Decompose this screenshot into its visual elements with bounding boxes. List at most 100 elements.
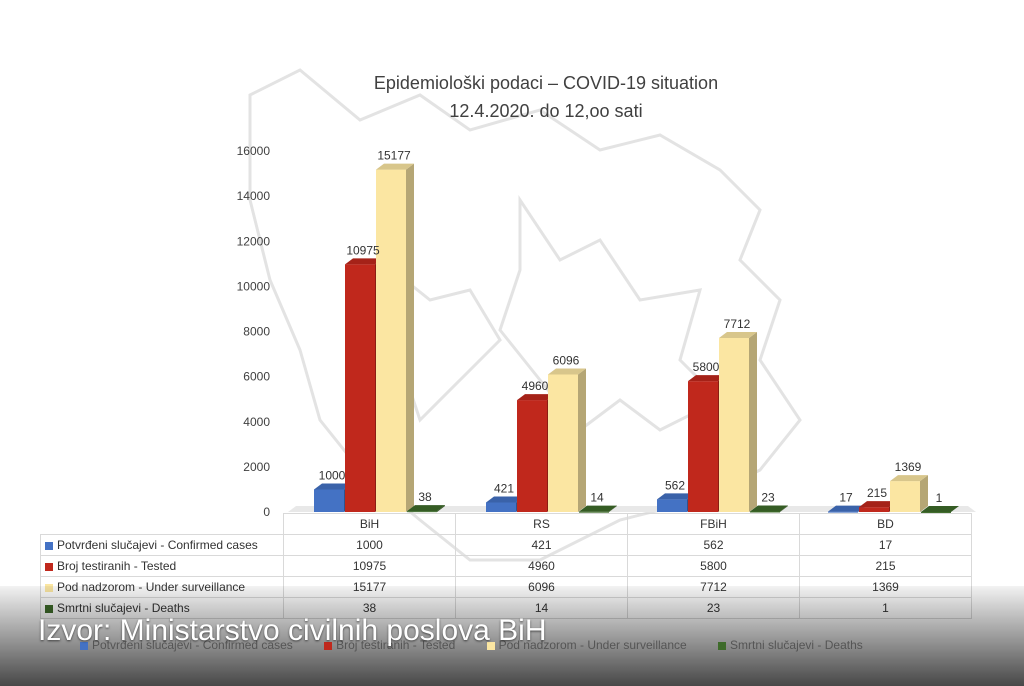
bar-front [345, 264, 375, 512]
bar-front [407, 511, 437, 513]
data-label: 7712 [724, 317, 751, 331]
bar-RS-3 [579, 505, 617, 513]
source-caption: Izvor: Ministarstvo civilnih poslova BiH [38, 614, 547, 647]
table-row: Broj testiranih - Tested 10975 4960 5800… [40, 555, 972, 577]
data-label: 421 [494, 482, 514, 496]
table-row: Potvrđeni slučajevi - Confirmed cases 10… [40, 534, 972, 556]
data-label: 14 [590, 491, 604, 505]
bar-top [750, 505, 788, 512]
y-tick-label: 4000 [243, 415, 270, 429]
series-key-confirmed [45, 541, 53, 550]
y-axis: 0 2000 4000 6000 8000 10000 12000 14000 16000 [237, 144, 976, 519]
table-cell: 421 [455, 534, 628, 556]
bar-front [548, 374, 578, 512]
legend-key-confirmed [80, 641, 88, 650]
bar-side [951, 505, 959, 512]
y-tick-label: 6000 [243, 370, 270, 384]
bars-layer [314, 163, 959, 513]
y-tick-label: 8000 [243, 325, 270, 339]
bar-top [407, 505, 445, 512]
legend-key-surveillance [486, 641, 495, 650]
table-header-row: BiH RS FBiH BD [40, 513, 972, 535]
bar-top [517, 394, 555, 401]
bar-side [920, 475, 928, 512]
bar-top [314, 483, 352, 490]
bar-side [609, 505, 617, 512]
bar-front [890, 481, 920, 512]
bar-BD-2 [890, 475, 928, 512]
bar-top [548, 368, 586, 375]
data-label: 1000 [319, 468, 346, 482]
bar-top [719, 331, 757, 338]
legend-item: Smrtni slučajevi - Deaths [718, 638, 863, 652]
series-key-tested [45, 562, 53, 571]
bar-front [314, 489, 344, 512]
table-row-label: Broj testiranih - Tested [40, 555, 284, 577]
bar-BD-3 [921, 505, 959, 513]
table-cell: 562 [627, 534, 800, 556]
table-cell: 17 [799, 534, 972, 556]
data-label: 215 [867, 486, 887, 500]
chart-floor [288, 506, 976, 512]
bar-front [517, 400, 547, 512]
table-header-cell: BiH [283, 513, 456, 535]
data-labels-layer: 1000 10975 15177 38 421 4960 6096 14 562 5800 7712… [319, 149, 943, 505]
data-label: 1 [936, 491, 943, 505]
chart-title: Epidemiološki podaci – COVID-19 situatio… [373, 73, 719, 93]
legend-item: Pod nadzorom - Under surveillance [486, 638, 687, 652]
y-tick-label: 14000 [237, 189, 271, 203]
y-tick-label: 16000 [237, 144, 271, 158]
bar-front [750, 511, 780, 513]
table-row-label: Potvrđeni slučajevi - Confirmed cases [40, 534, 284, 556]
data-label: 4960 [522, 379, 549, 393]
data-label: 1369 [895, 460, 922, 474]
bar-front [828, 511, 858, 513]
bar-side [749, 331, 757, 512]
bar-front [921, 511, 951, 513]
legend-item: Potvrđeni slučajevi - Confirmed cases [80, 638, 293, 652]
data-label: 10975 [346, 243, 380, 257]
chart-legend: Potvrđeni slučajevi - Confirmed cases Br… [80, 638, 891, 652]
data-label: 38 [418, 490, 432, 504]
table-header-cell: RS [455, 513, 628, 535]
legend-item: Broj testiranih - Tested [324, 638, 455, 652]
bar-front [486, 502, 516, 512]
legend-key-deaths [718, 641, 727, 650]
table-header-cell: BD [799, 513, 972, 535]
bar-FBiH-2 [719, 331, 757, 512]
bar-top [890, 475, 928, 482]
bar-top [376, 163, 414, 170]
bar-front [376, 169, 406, 512]
bar-top [828, 505, 866, 512]
y-tick-label: 12000 [237, 234, 271, 248]
y-tick-label: 2000 [243, 460, 270, 474]
legend-key-tested [324, 641, 333, 650]
y-tick-label: 0 [263, 505, 270, 519]
data-label: 23 [761, 490, 775, 504]
bar-side [780, 505, 788, 512]
bar-side [437, 505, 445, 512]
table-cell: 5800 [627, 555, 800, 577]
table-header-cell: FBiH [627, 513, 800, 535]
bar-FBiH-3 [750, 505, 788, 513]
bar-BiH-2 [376, 163, 414, 512]
bar-front [579, 511, 609, 513]
bar-BiH-3 [407, 505, 445, 513]
data-label: 17 [839, 491, 853, 505]
data-label: 6096 [553, 353, 580, 367]
bar-front [657, 499, 687, 512]
data-label: 5800 [693, 360, 720, 374]
table-cell: 1000 [283, 534, 456, 556]
bar-top [486, 496, 524, 503]
table-corner [40, 513, 284, 535]
table-cell: 4960 [455, 555, 628, 577]
bar-top [688, 375, 726, 382]
bar-top [345, 258, 383, 265]
chart-subtitle: 12.4.2020. do 12,oo sati [449, 101, 643, 121]
caption-shade-overlay [0, 586, 1024, 686]
bar-side [578, 368, 586, 512]
bar-front [859, 507, 889, 512]
bar-front [719, 337, 749, 512]
